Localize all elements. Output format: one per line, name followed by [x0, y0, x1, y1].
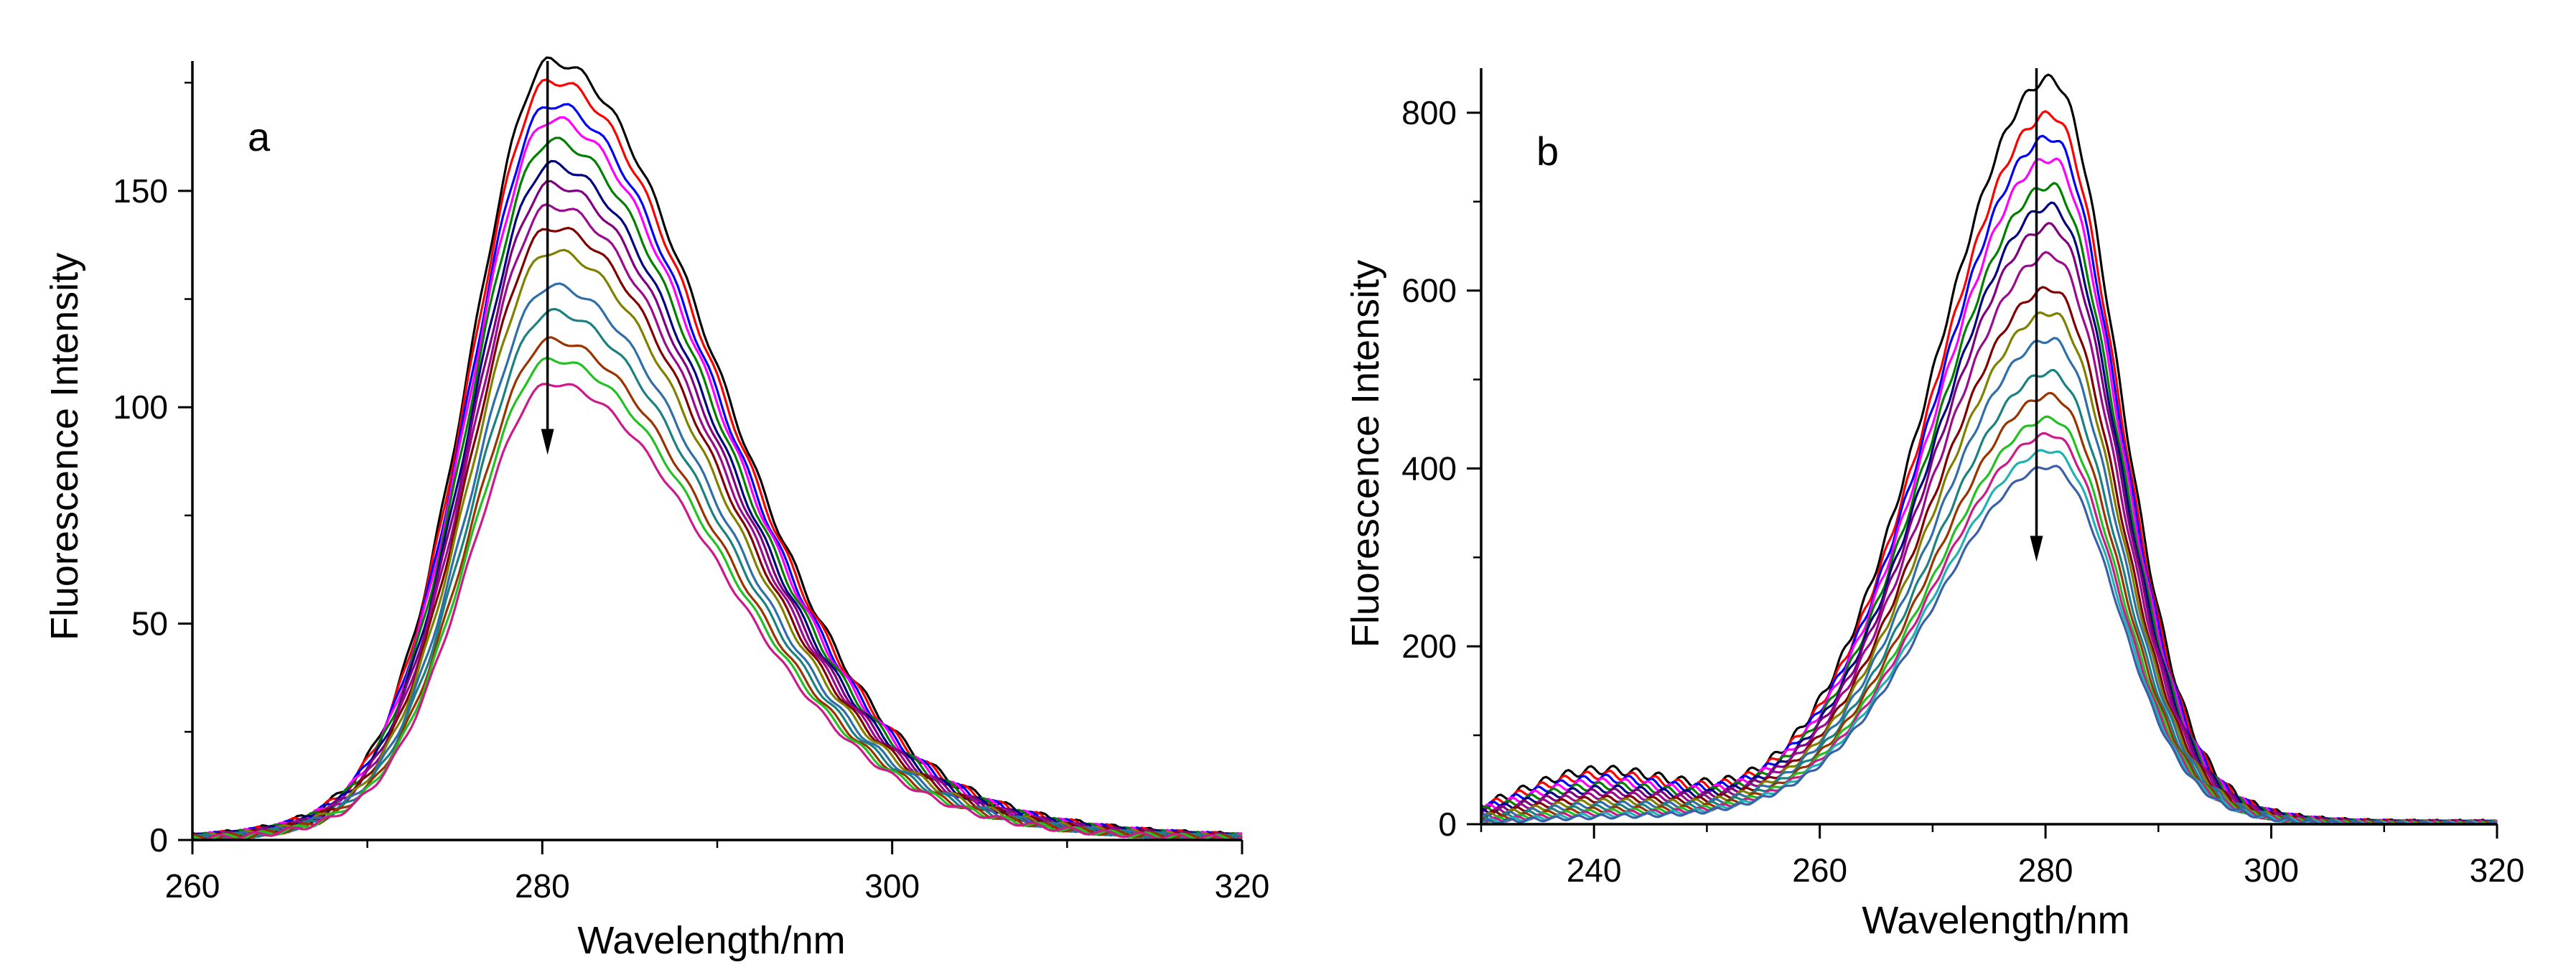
series-line-c9 — [1480, 286, 2498, 826]
series-line-c13 — [192, 336, 1242, 841]
series-line-c15 — [192, 383, 1243, 841]
y-axis-title-b: Fluorescence Intensity — [1344, 260, 1387, 648]
x-axis-title-a: Wavelength/nm — [577, 919, 845, 962]
series-line-c6 — [192, 159, 1243, 841]
x-tick-label: 260 — [165, 867, 220, 905]
series-line-c14 — [1480, 415, 2497, 826]
x-axis-title-b: Wavelength/nm — [1862, 899, 2129, 942]
y-tick-label: 150 — [113, 172, 168, 210]
series-line-c15 — [1480, 431, 2498, 826]
x-tick-label: 280 — [515, 867, 570, 905]
series-line-c17 — [1480, 465, 2498, 826]
y-tick-label: 200 — [1401, 627, 1457, 665]
series-line-c7 — [192, 179, 1242, 841]
series-line-c5 — [192, 136, 1243, 841]
series-line-c3 — [192, 103, 1243, 841]
series-line-c8 — [1480, 251, 2497, 826]
series-line-c1 — [1480, 73, 2497, 826]
x-tick-label: 320 — [1215, 867, 1270, 905]
series-line-c1 — [192, 56, 1242, 841]
series-line-c14 — [192, 356, 1243, 841]
decrease-arrow-head — [541, 429, 554, 455]
series-line-c9 — [192, 226, 1243, 841]
x-tick-label: 240 — [1567, 851, 1622, 889]
y-tick-label: 100 — [113, 388, 168, 426]
series-line-c4 — [1480, 157, 2498, 826]
chart-panel-b: 240 260 280 300 320 0 200 400 600 800 b Wavelengt… — [1344, 68, 2524, 942]
y-axis-title-a: Fluorescence Intensity — [43, 253, 86, 640]
series-line-c2 — [1480, 110, 2498, 826]
series-line-c5 — [1480, 182, 2498, 826]
series-line-c10 — [1480, 311, 2498, 826]
decrease-arrow-head — [2030, 536, 2043, 562]
series-line-c6 — [1480, 201, 2497, 826]
x-tick-label: 300 — [864, 867, 920, 905]
x-tick-label: 280 — [2018, 851, 2073, 889]
series-line-c13 — [1480, 391, 2497, 826]
panel-label-a: a — [248, 114, 271, 159]
y-tick-label: 800 — [1401, 94, 1457, 131]
series-line-c11 — [1480, 337, 2498, 826]
series-line-c10 — [192, 248, 1243, 841]
x-tick-label: 260 — [1792, 851, 1847, 889]
y-tick-label: 50 — [131, 605, 168, 643]
y-tick-label: 0 — [149, 821, 168, 859]
panel-label-b: b — [1536, 129, 1559, 174]
series-line-c2 — [192, 78, 1243, 841]
y-tick-label: 600 — [1401, 272, 1457, 309]
series-line-c7 — [1480, 222, 2497, 826]
y-tick-label: 0 — [1438, 806, 1457, 843]
y-tick-label: 400 — [1401, 449, 1457, 487]
x-tick-label: 300 — [2244, 851, 2299, 889]
chart-panel-a: 260 280 300 320 0 50 100 150 a Wavelength/nm Fl… — [43, 56, 1270, 962]
series-line-c12 — [1480, 368, 2497, 826]
series-line-c4 — [192, 116, 1243, 841]
x-tick-label: 320 — [2470, 851, 2525, 889]
